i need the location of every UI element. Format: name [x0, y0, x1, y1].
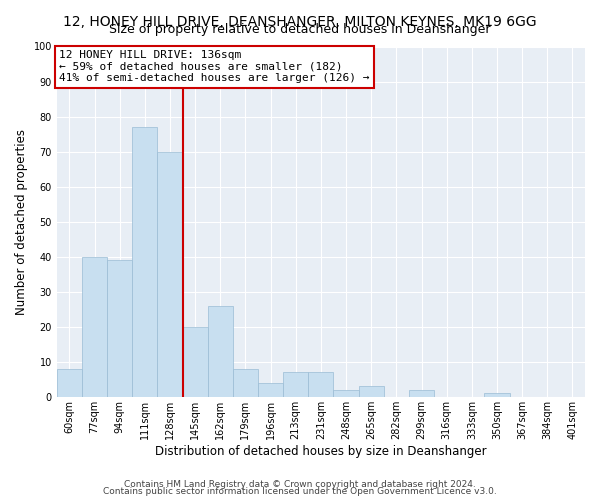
Bar [334, 390, 359, 397]
Bar [157, 152, 182, 397]
X-axis label: Distribution of detached houses by size in Deanshanger: Distribution of detached houses by size … [155, 444, 487, 458]
Bar [107, 260, 132, 397]
Bar [258, 383, 283, 397]
Bar [283, 372, 308, 397]
Text: Size of property relative to detached houses in Deanshanger: Size of property relative to detached ho… [109, 22, 491, 36]
Text: Contains public sector information licensed under the Open Government Licence v3: Contains public sector information licen… [103, 487, 497, 496]
Bar [82, 256, 107, 397]
Bar [132, 127, 157, 397]
Bar [57, 369, 82, 397]
Text: Contains HM Land Registry data © Crown copyright and database right 2024.: Contains HM Land Registry data © Crown c… [124, 480, 476, 489]
Text: 12 HONEY HILL DRIVE: 136sqm
← 59% of detached houses are smaller (182)
41% of se: 12 HONEY HILL DRIVE: 136sqm ← 59% of det… [59, 50, 370, 83]
Text: 12, HONEY HILL DRIVE, DEANSHANGER, MILTON KEYNES, MK19 6GG: 12, HONEY HILL DRIVE, DEANSHANGER, MILTO… [63, 15, 537, 29]
Bar [233, 369, 258, 397]
Y-axis label: Number of detached properties: Number of detached properties [15, 128, 28, 314]
Bar [359, 386, 384, 397]
Bar [484, 394, 509, 397]
Bar [182, 326, 208, 397]
Bar [308, 372, 334, 397]
Bar [208, 306, 233, 397]
Bar [409, 390, 434, 397]
